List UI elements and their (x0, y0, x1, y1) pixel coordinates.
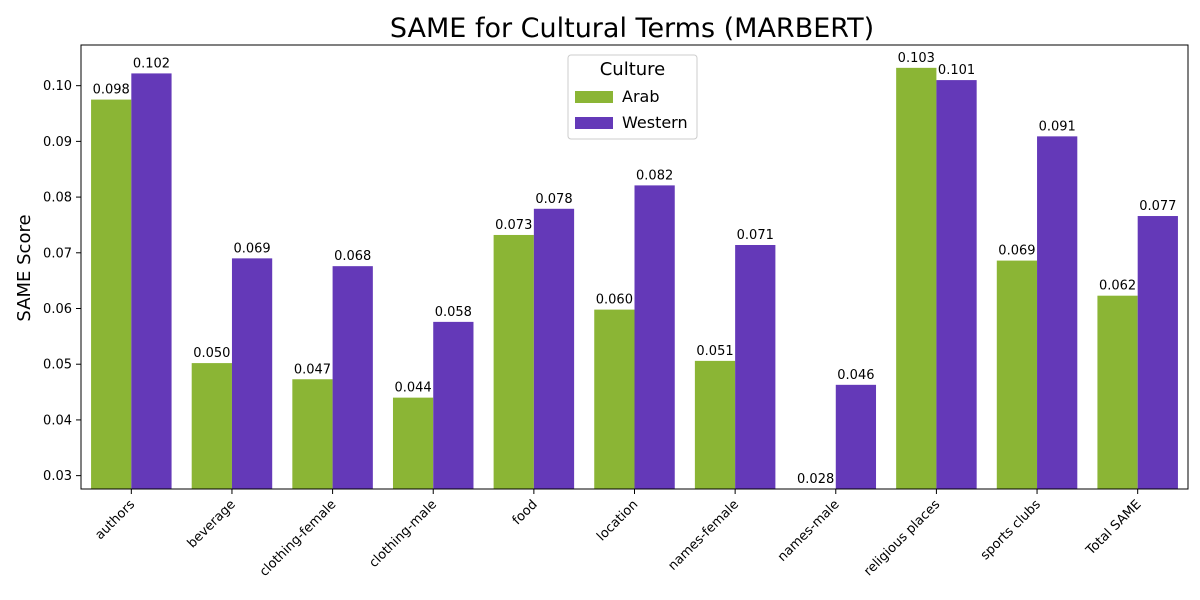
x-tick-label: sports clubs (978, 497, 1044, 563)
data-label: 0.077 (1139, 199, 1176, 214)
bar (896, 67, 937, 490)
y-tick-label: 0.07 (43, 246, 72, 261)
bar (292, 379, 333, 489)
x-tick-label: food (510, 497, 541, 528)
bar (533, 208, 575, 490)
bar (433, 321, 474, 489)
y-tick-label: 0.06 (43, 302, 72, 317)
series-arab: 0.098 0.050 0.047 0.044 0.073 0.060 0.051 0.028… (91, 51, 1138, 490)
legend-title: Culture (600, 59, 666, 80)
legend-swatch-arab (575, 91, 613, 103)
data-label: 0.050 (193, 346, 230, 361)
y-tick-label: 0.10 (43, 79, 72, 94)
data-label: 0.091 (1039, 119, 1076, 134)
data-label: 0.073 (495, 218, 532, 233)
y-axis-label: SAME Score (14, 214, 35, 321)
x-tick-label: authors (92, 497, 138, 543)
bar (735, 244, 776, 489)
bar (91, 99, 132, 489)
bar (1097, 295, 1138, 489)
bar (1137, 216, 1178, 489)
y-tick-label: 0.09 (43, 135, 72, 150)
x-tick-label: names-female (665, 497, 741, 573)
data-label: 0.060 (596, 293, 633, 308)
data-label: 0.071 (737, 228, 774, 243)
bar (996, 260, 1038, 489)
x-tick-label: clothing-female (257, 497, 339, 579)
data-label: 0.058 (435, 305, 472, 320)
bar (191, 363, 232, 489)
bar (936, 80, 977, 489)
bar (231, 258, 273, 489)
y-tick-label: 0.03 (43, 469, 72, 484)
data-label: 0.069 (233, 241, 270, 256)
data-label: 0.028 (797, 472, 834, 487)
bar (1037, 136, 1078, 489)
data-label: 0.101 (938, 63, 975, 78)
x-tick-label: clothing-male (366, 497, 440, 571)
data-label: 0.098 (93, 83, 130, 98)
data-label: 0.103 (898, 51, 935, 66)
series-western: 0.102 0.069 0.068 0.058 0.078 0.082 0.071 0.046… (131, 56, 1178, 490)
bar (694, 360, 736, 489)
data-label: 0.068 (334, 249, 371, 264)
y-tick-label: 0.04 (43, 413, 72, 428)
y-tick-label: 0.05 (43, 358, 72, 373)
data-label: 0.102 (133, 56, 170, 71)
bar (392, 397, 434, 489)
x-tick-label: location (594, 497, 641, 544)
bar (332, 266, 373, 489)
data-label: 0.051 (696, 344, 733, 359)
data-label: 0.046 (837, 368, 874, 383)
legend: Culture Arab Western (567, 54, 698, 140)
legend-swatch-western (575, 117, 613, 129)
bar (634, 185, 675, 489)
bar (835, 384, 877, 489)
x-tick-label: religious places (861, 497, 943, 579)
bar (594, 309, 635, 489)
x-tick-label: beverage (185, 497, 239, 551)
data-label: 0.047 (294, 362, 331, 377)
chart-title: SAME for Cultural Terms (MARBERT) (390, 13, 874, 44)
y-tick-label: 0.08 (43, 191, 72, 206)
bar (493, 234, 534, 489)
data-label: 0.044 (394, 381, 431, 396)
data-label: 0.082 (636, 168, 673, 183)
data-label: 0.062 (1099, 279, 1136, 294)
data-label: 0.069 (998, 244, 1035, 259)
bar (131, 73, 172, 489)
data-label: 0.078 (535, 192, 572, 207)
x-tick-label: names-male (775, 497, 843, 565)
x-tick-label: Total SAME (1083, 497, 1145, 559)
legend-label-western: Western (622, 113, 688, 132)
legend-label-arab: Arab (622, 87, 659, 106)
